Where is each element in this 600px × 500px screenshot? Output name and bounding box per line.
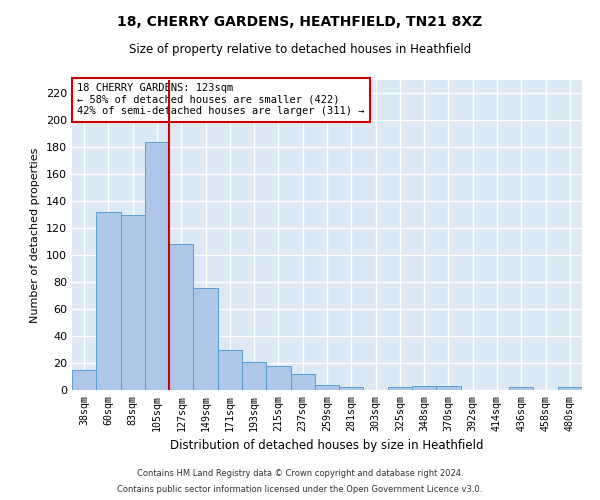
Bar [388, 388, 412, 390]
Text: Contains HM Land Registry data © Crown copyright and database right 2024.: Contains HM Land Registry data © Crown c… [137, 468, 463, 477]
Bar [558, 388, 582, 390]
Bar [96, 212, 121, 390]
Bar [145, 142, 169, 390]
Bar [436, 386, 461, 390]
Bar [412, 386, 436, 390]
X-axis label: Distribution of detached houses by size in Heathfield: Distribution of detached houses by size … [170, 439, 484, 452]
Bar [242, 362, 266, 390]
Text: 18 CHERRY GARDENS: 123sqm
← 58% of detached houses are smaller (422)
42% of semi: 18 CHERRY GARDENS: 123sqm ← 58% of detac… [77, 83, 365, 116]
Text: Size of property relative to detached houses in Heathfield: Size of property relative to detached ho… [129, 42, 471, 56]
Bar [266, 366, 290, 390]
Bar [193, 288, 218, 390]
Bar [169, 244, 193, 390]
Bar [218, 350, 242, 390]
Bar [121, 215, 145, 390]
Bar [72, 370, 96, 390]
Bar [509, 388, 533, 390]
Text: Contains public sector information licensed under the Open Government Licence v3: Contains public sector information licen… [118, 485, 482, 494]
Text: 18, CHERRY GARDENS, HEATHFIELD, TN21 8XZ: 18, CHERRY GARDENS, HEATHFIELD, TN21 8XZ [118, 15, 482, 29]
Y-axis label: Number of detached properties: Number of detached properties [31, 148, 40, 322]
Bar [315, 384, 339, 390]
Bar [290, 374, 315, 390]
Bar [339, 388, 364, 390]
